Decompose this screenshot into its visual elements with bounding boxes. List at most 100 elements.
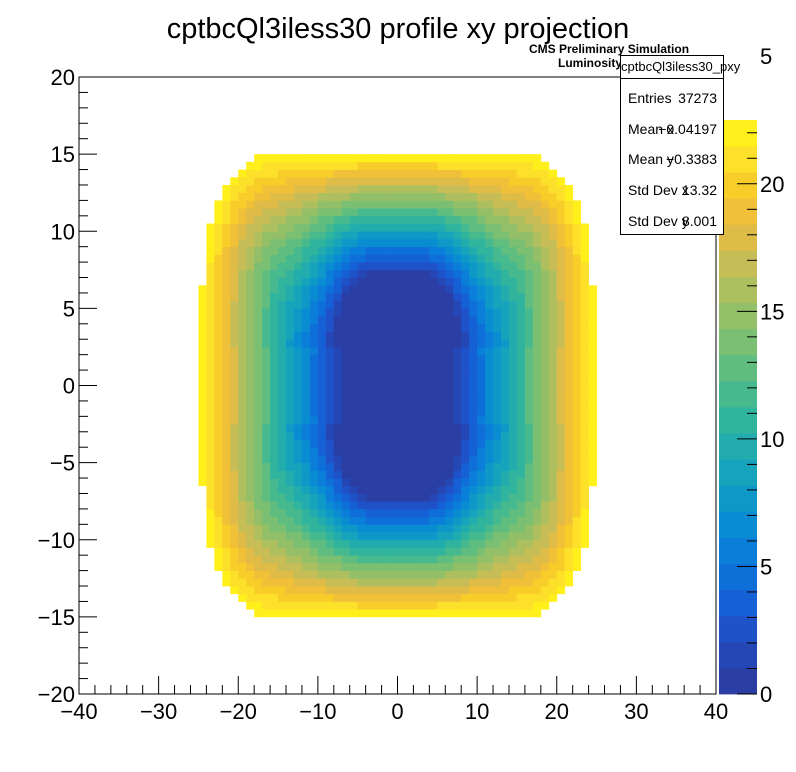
heatmap-cell — [580, 493, 589, 502]
heatmap-cell — [397, 593, 406, 602]
heatmap-cell — [286, 431, 295, 440]
heatmap-cell — [238, 277, 247, 286]
heatmap-cell — [532, 161, 542, 170]
heatmap-cell — [381, 593, 390, 602]
heatmap-cell — [485, 447, 494, 456]
heatmap-cell — [405, 184, 414, 194]
heatmap-cell — [524, 262, 534, 271]
heatmap-cell — [540, 508, 550, 518]
heatmap-cell — [508, 400, 518, 410]
heatmap-cell — [524, 238, 534, 248]
heatmap-cell — [365, 238, 375, 248]
heatmap-cell — [254, 562, 263, 571]
heatmap-cell — [373, 308, 382, 317]
heatmap-cell — [493, 316, 502, 325]
heatmap-cell — [516, 277, 526, 286]
heatmap-cell — [254, 385, 263, 394]
heatmap-cell — [532, 485, 542, 494]
heatmap-cell — [493, 601, 502, 610]
heatmap-cell — [540, 501, 550, 510]
heatmap-cell — [206, 424, 215, 433]
heatmap-cell — [445, 223, 454, 232]
heatmap-cell — [524, 377, 534, 386]
heatmap-cell — [254, 485, 263, 494]
heatmap-cell — [278, 169, 287, 178]
heatmap-cell — [293, 609, 303, 618]
heatmap-cell — [325, 562, 335, 571]
heatmap-cell — [373, 292, 382, 302]
heatmap-cell — [349, 292, 359, 302]
heatmap-cell — [493, 416, 502, 425]
heatmap-cell — [246, 277, 255, 286]
heatmap-cell — [437, 478, 446, 487]
heatmap-cell — [397, 339, 406, 348]
heatmap-cell — [437, 400, 446, 410]
heatmap-cell — [246, 524, 255, 533]
z-tick-label: 5 — [760, 554, 772, 579]
heatmap-cell — [413, 539, 422, 548]
heatmap-cell — [508, 593, 518, 602]
heatmap-cell — [365, 609, 375, 618]
heatmap-cell — [357, 377, 367, 386]
heatmap-cell — [293, 601, 303, 610]
heatmap-cell — [437, 601, 446, 610]
heatmap-cell — [309, 485, 319, 494]
heatmap-cell — [445, 208, 454, 217]
heatmap-cell — [532, 439, 542, 448]
heatmap-cell — [333, 292, 343, 302]
heatmap-cell — [501, 601, 510, 610]
heatmap-cell — [365, 184, 375, 194]
heatmap-cell — [381, 516, 390, 525]
heatmap-cell — [317, 416, 327, 425]
heatmap-cell — [254, 408, 263, 417]
heatmap-cell — [341, 593, 351, 602]
heatmap-cell — [493, 292, 502, 302]
heatmap-cell — [413, 285, 422, 294]
heatmap-cell — [301, 424, 311, 433]
heatmap-cell — [317, 601, 327, 610]
heatmap-cell — [381, 300, 390, 309]
heatmap-cell — [445, 508, 454, 518]
heatmap-cell — [389, 285, 398, 294]
heatmap-cell — [501, 416, 510, 425]
heatmap-cell — [421, 508, 430, 518]
heatmap-cell — [246, 262, 255, 271]
heatmap-cell — [317, 439, 327, 448]
heatmap-cell — [254, 292, 263, 302]
heatmap-cell — [453, 192, 462, 201]
heatmap-cell — [461, 292, 470, 302]
heatmap-cell — [413, 208, 422, 217]
heatmap-cell — [397, 308, 406, 317]
heatmap-cell — [381, 601, 390, 610]
heatmap-cell — [389, 377, 398, 386]
heatmap-cell — [421, 354, 430, 363]
heatmap-cell — [524, 501, 534, 510]
heatmap-cell — [556, 246, 566, 255]
heatmap-cell — [461, 447, 470, 456]
heatmap-cell — [349, 184, 359, 194]
heatmap-cell — [508, 431, 518, 440]
heatmap-cell — [477, 154, 486, 163]
heatmap-cell — [516, 478, 526, 487]
heatmap-cell — [485, 200, 494, 209]
stats-entries-label: Entries — [628, 90, 672, 106]
heatmap-cell — [286, 192, 295, 201]
heatmap-cell — [532, 231, 542, 240]
heatmap-cell — [421, 578, 430, 587]
heatmap-cell — [293, 231, 303, 240]
heatmap-cell — [238, 254, 247, 263]
heatmap-cell — [206, 501, 215, 510]
heatmap-cell — [437, 493, 446, 502]
heatmap-cell — [532, 377, 542, 386]
heatmap-cell — [262, 238, 271, 248]
heatmap-cell — [556, 586, 566, 595]
heatmap-cell — [516, 416, 526, 425]
heatmap-cell — [508, 339, 518, 348]
heatmap-cell — [508, 578, 518, 587]
palette-swatch — [719, 459, 757, 486]
heatmap-cell — [493, 208, 502, 217]
heatmap-cell — [493, 161, 502, 170]
heatmap-cell — [556, 308, 566, 317]
heatmap-cell — [564, 254, 574, 263]
heatmap-cell — [317, 508, 327, 518]
